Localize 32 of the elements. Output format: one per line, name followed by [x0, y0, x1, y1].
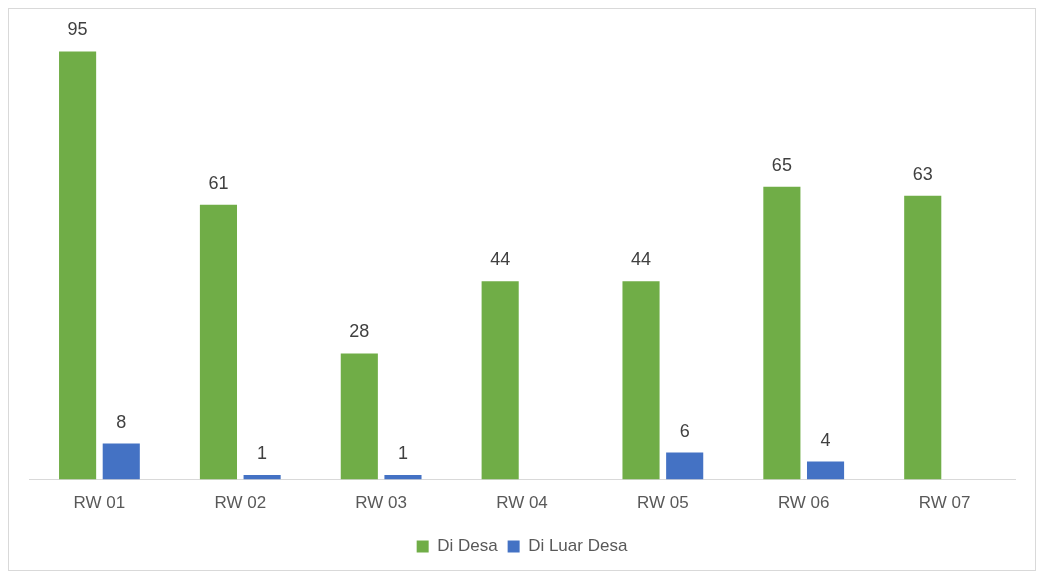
data-label: 95	[67, 19, 88, 40]
bar	[904, 195, 942, 480]
legend-label: Di Desa	[437, 536, 499, 556]
bar	[806, 461, 845, 480]
bar	[384, 475, 422, 480]
legend-label: Di Luar Desa	[528, 536, 628, 556]
bar	[102, 443, 140, 480]
x-tick-label: RW 04	[496, 493, 548, 513]
bar	[622, 281, 660, 480]
data-label: 44	[631, 249, 652, 270]
data-label: 4	[820, 429, 831, 450]
x-tick-label: RW 06	[777, 493, 830, 513]
data-label: 61	[208, 172, 229, 193]
data-label: 8	[116, 411, 127, 432]
x-tick-label: RW 07	[918, 493, 971, 513]
x-tick-label: RW 01	[73, 493, 126, 513]
data-label: 1	[257, 443, 268, 464]
x-tick-label: RW 05	[637, 493, 689, 513]
bar	[59, 51, 97, 480]
bar	[340, 353, 378, 480]
x-tick-label: RW 03	[355, 493, 407, 513]
bar	[199, 204, 238, 480]
bar	[481, 281, 519, 480]
bar	[666, 452, 704, 480]
data-label: 65	[771, 154, 792, 175]
bar	[763, 186, 801, 480]
data-label: 1	[397, 443, 408, 464]
data-label: 28	[349, 321, 370, 342]
data-label: 63	[912, 163, 933, 184]
data-label: 44	[490, 249, 511, 270]
data-label: 6	[679, 420, 690, 441]
x-tick-label: RW 02	[214, 493, 267, 513]
